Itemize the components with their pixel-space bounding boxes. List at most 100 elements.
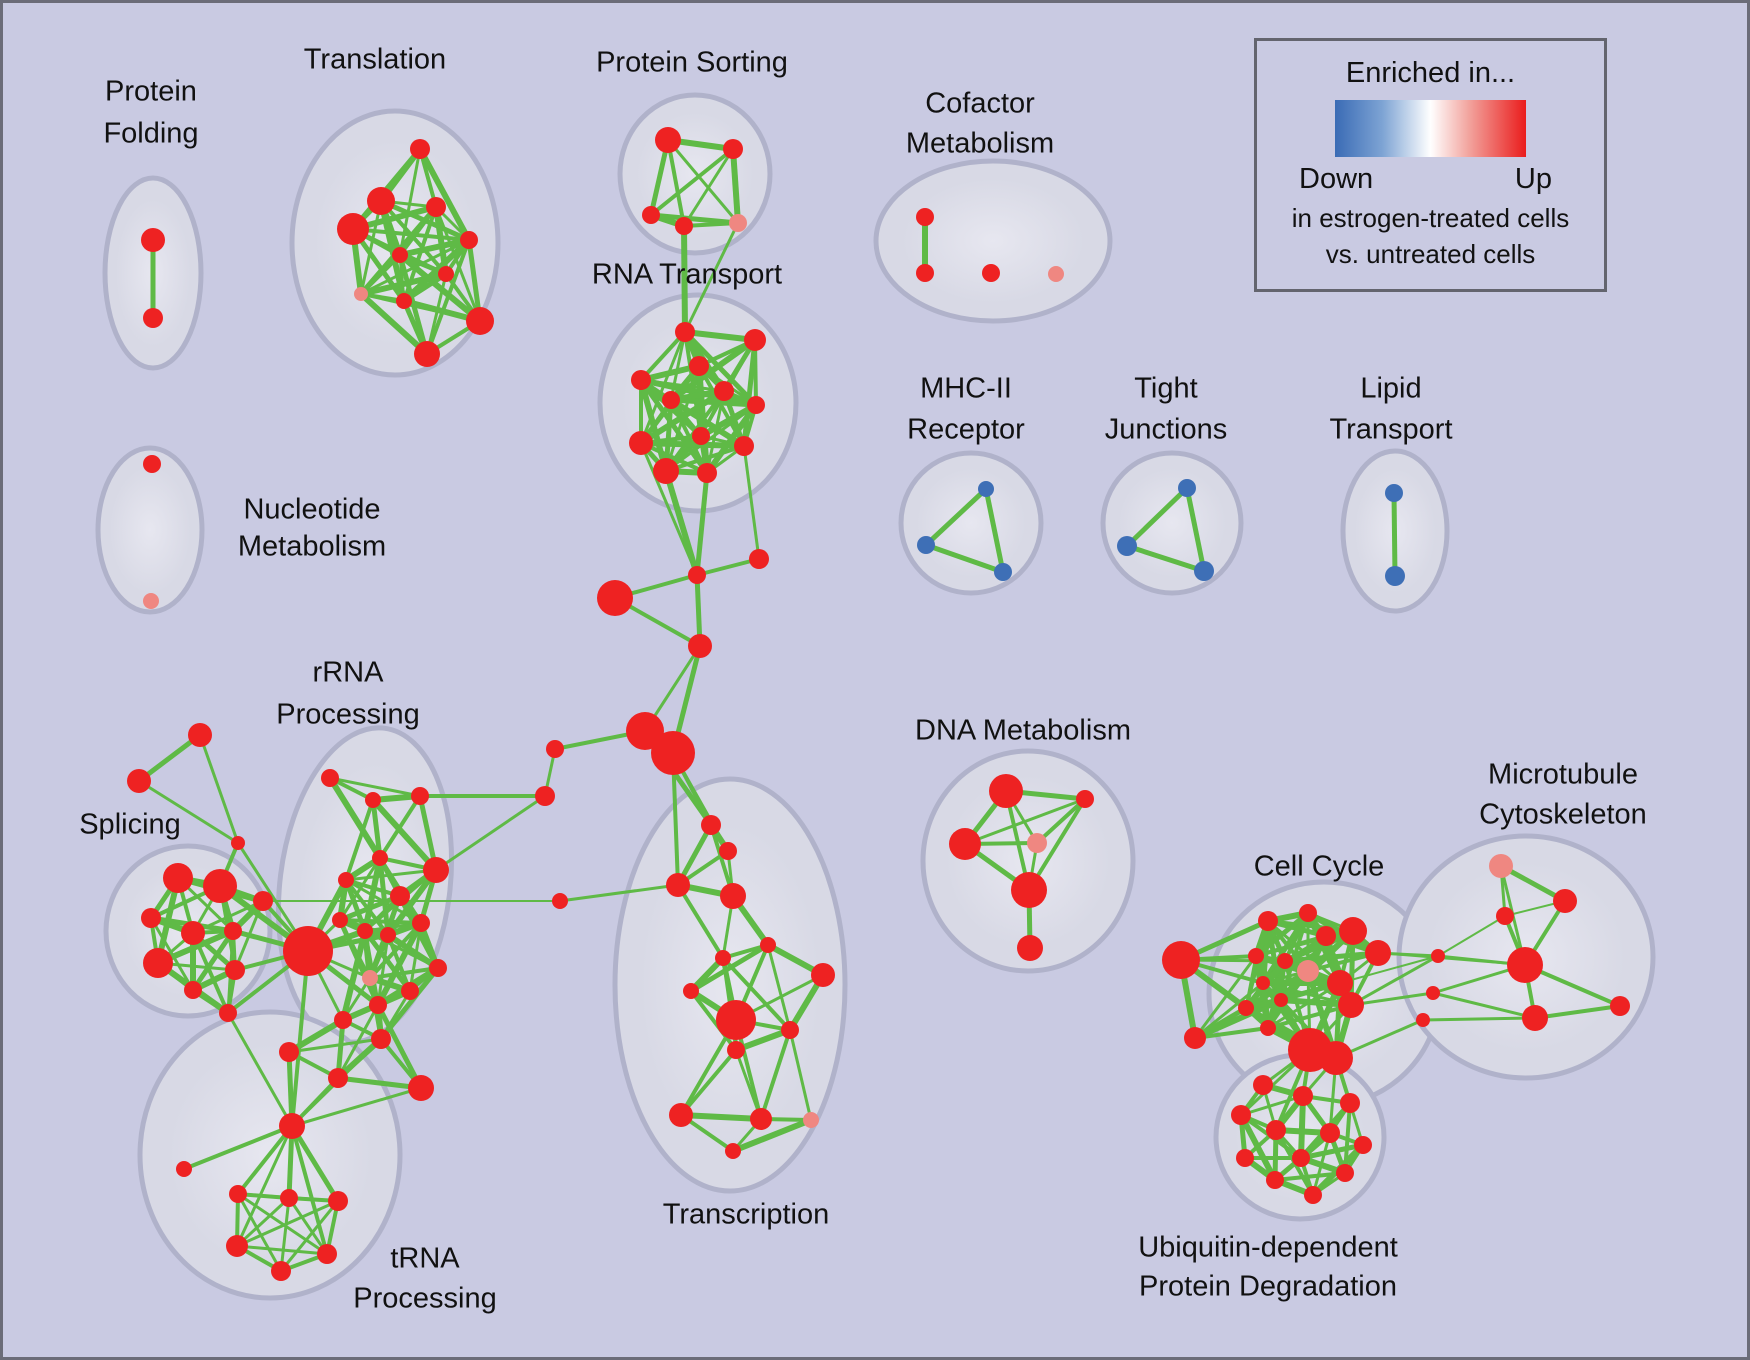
legend-up-label: Up: [1514, 163, 1552, 195]
node: [747, 396, 765, 414]
edge: [640, 441, 708, 475]
node: [597, 580, 633, 616]
node: [716, 1000, 756, 1040]
node: [1117, 536, 1137, 556]
node: [949, 828, 981, 860]
edge: [639, 330, 687, 382]
edge: [1126, 543, 1205, 574]
node: [1292, 1149, 1310, 1167]
edge: [359, 253, 402, 296]
edge: [559, 883, 679, 903]
cluster-ellipse-tj: [1100, 450, 1244, 596]
edge: [340, 930, 368, 1021]
node: [1522, 1005, 1548, 1031]
edge: [434, 206, 482, 322]
edge: [329, 776, 421, 798]
node: [760, 937, 776, 953]
node: [224, 922, 242, 940]
nodes: [127, 127, 1630, 1281]
edge: [689, 989, 738, 1052]
node: [1610, 996, 1630, 1016]
node: [697, 463, 717, 483]
legend-down-label: Down: [1299, 163, 1374, 195]
node: [354, 287, 368, 301]
edge: [138, 779, 239, 845]
cluster-label-ub: Protein Degradation: [1139, 1271, 1397, 1303]
node: [411, 787, 429, 805]
node: [1184, 1027, 1206, 1049]
edge: [386, 932, 440, 971]
cluster-label-trna: tRNA: [390, 1243, 460, 1275]
edge: [370, 797, 439, 873]
edge: [1339, 955, 1439, 984]
cluster-label-rnat: RNA Transport: [592, 259, 782, 291]
edge: [705, 390, 726, 474]
cluster-label-nuc: Metabolism: [238, 531, 386, 563]
node: [1365, 940, 1391, 966]
edge: [1267, 981, 1341, 1030]
node: [1274, 993, 1288, 1007]
edge: [290, 950, 310, 1127]
node: [662, 391, 680, 409]
node: [1017, 935, 1043, 961]
edge: [279, 1197, 291, 1272]
node: [631, 370, 651, 390]
node: [1336, 1164, 1354, 1182]
node: [729, 214, 747, 232]
node: [1431, 949, 1445, 963]
edge: [925, 542, 1004, 575]
node: [720, 883, 746, 909]
edge: [375, 1003, 424, 1090]
node: [203, 869, 237, 903]
node: [629, 431, 653, 455]
node: [719, 842, 737, 860]
node: [390, 886, 410, 906]
edge: [402, 271, 448, 304]
node: [1320, 1123, 1340, 1143]
node: [626, 712, 664, 750]
edge: [360, 238, 470, 296]
edge: [696, 557, 760, 577]
edge: [339, 918, 422, 925]
edge: [924, 487, 988, 547]
node: [811, 963, 835, 987]
edge: [964, 797, 1086, 846]
edge: [682, 148, 735, 227]
edge: [378, 794, 422, 860]
cluster-label-trna: Processing: [353, 1283, 496, 1315]
cluster-label-mhc: Receptor: [907, 414, 1025, 446]
node: [692, 427, 710, 445]
node: [1385, 566, 1405, 586]
node: [535, 786, 555, 806]
edge: [1254, 911, 1310, 958]
edge: [359, 200, 383, 295]
node: [181, 921, 205, 945]
node: [280, 1189, 298, 1207]
node: [1194, 561, 1214, 581]
node: [362, 970, 378, 986]
node: [143, 308, 163, 328]
node: [1416, 1013, 1430, 1027]
edge: [666, 139, 740, 224]
node: [715, 950, 731, 966]
node: [701, 815, 721, 835]
legend-caption-line1: in estrogen-treated cells: [1291, 203, 1570, 233]
node: [143, 948, 173, 978]
node: [127, 769, 151, 793]
edge: [1035, 797, 1087, 845]
node: [688, 566, 706, 584]
edge: [683, 330, 758, 407]
node: [1340, 1093, 1360, 1113]
node: [219, 1004, 237, 1022]
node: [1178, 479, 1196, 497]
cluster-label-rrna: rRNA: [313, 657, 385, 689]
edge: [345, 868, 437, 882]
edge: [401, 237, 472, 304]
cluster-label-dna: DNA Metabolism: [915, 715, 1131, 747]
node: [371, 1029, 391, 1049]
node: [426, 197, 446, 217]
edge: [680, 1112, 762, 1122]
edge: [237, 1192, 328, 1256]
edge: [360, 271, 447, 297]
